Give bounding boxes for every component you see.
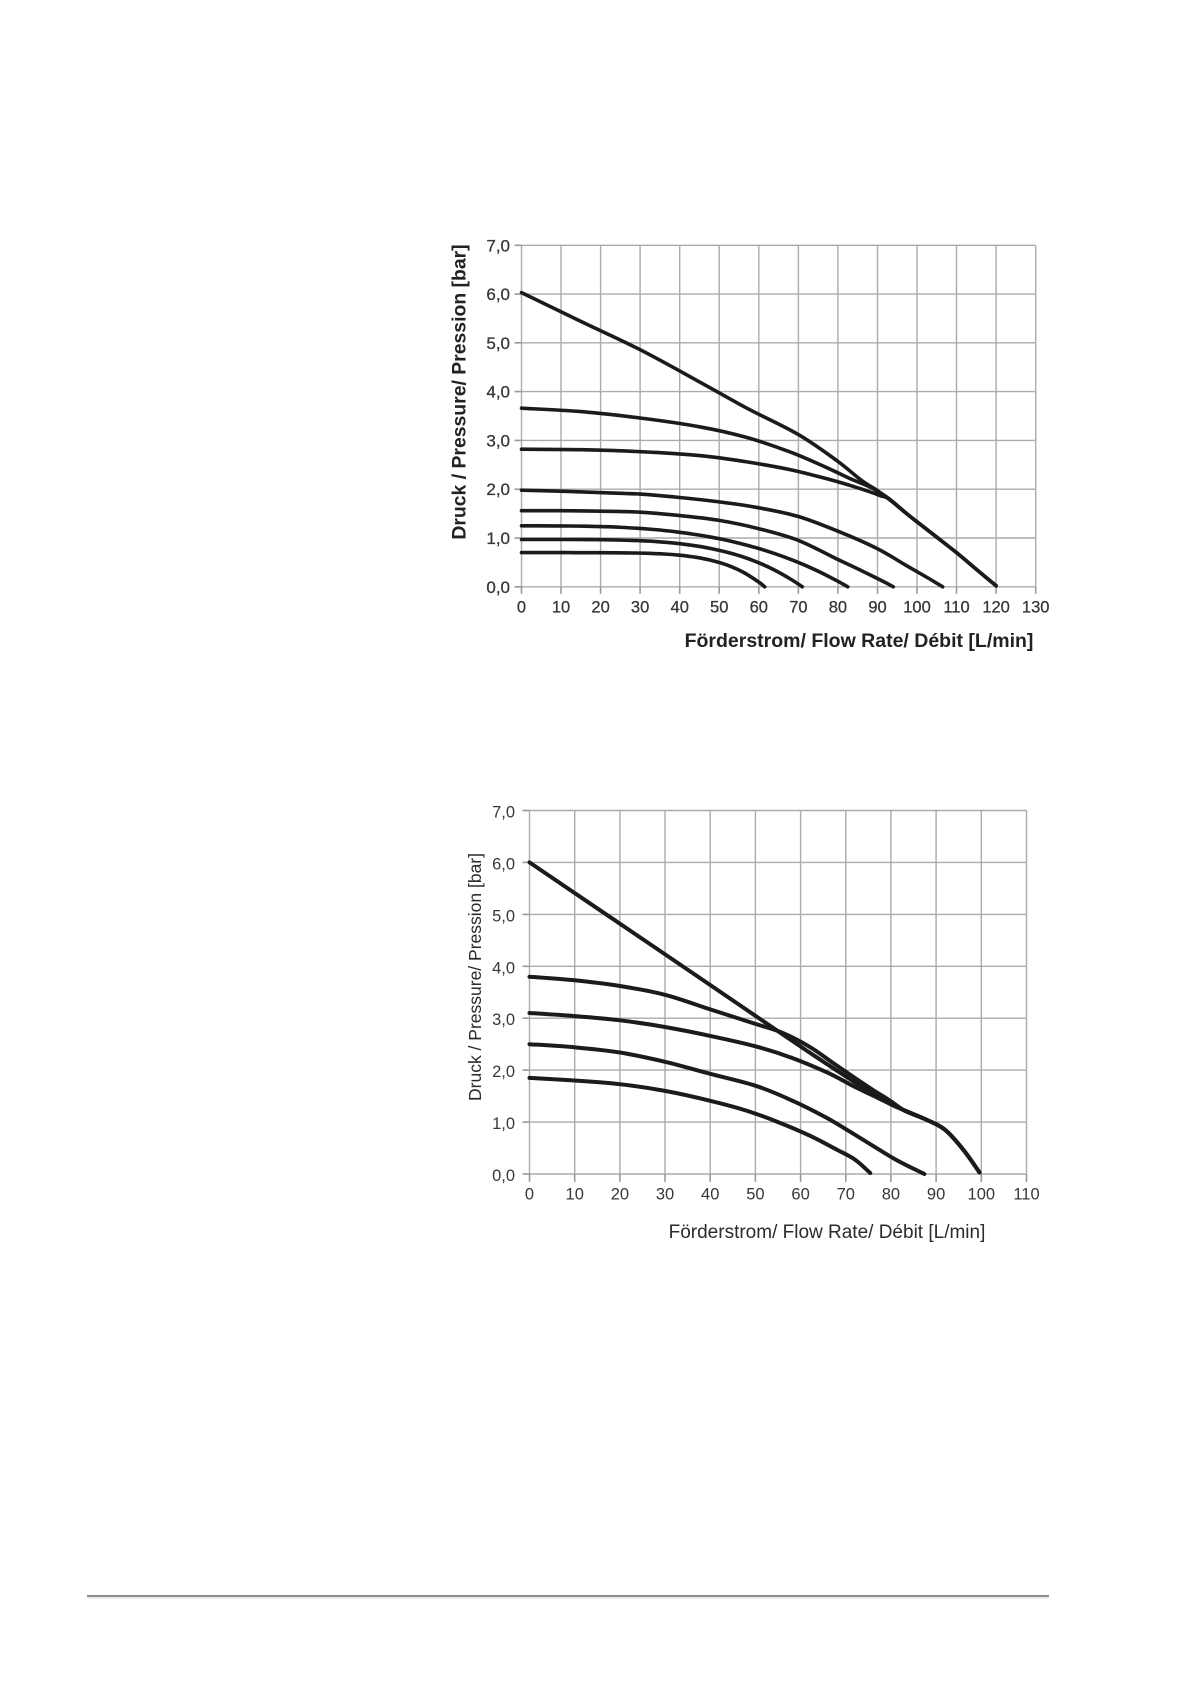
svg-text:30: 30: [631, 599, 649, 617]
svg-text:20: 20: [611, 1186, 629, 1204]
svg-text:20: 20: [591, 599, 609, 617]
svg-text:80: 80: [882, 1186, 900, 1204]
svg-text:2,0: 2,0: [486, 480, 510, 499]
svg-text:90: 90: [927, 1186, 945, 1204]
svg-text:0,0: 0,0: [492, 1167, 515, 1185]
svg-text:7,0: 7,0: [486, 236, 510, 255]
svg-text:0: 0: [525, 1186, 534, 1204]
svg-text:3,0: 3,0: [486, 431, 510, 450]
svg-text:Druck / Pressure/ Pression [ba: Druck / Pressure/ Pression [bar]: [465, 853, 485, 1101]
svg-text:120: 120: [982, 599, 1010, 617]
svg-text:1,0: 1,0: [486, 529, 510, 548]
svg-text:0: 0: [517, 599, 526, 617]
svg-text:60: 60: [791, 1186, 809, 1204]
svg-text:70: 70: [837, 1186, 855, 1204]
svg-text:30: 30: [656, 1186, 674, 1204]
svg-text:0,0: 0,0: [486, 578, 510, 597]
svg-text:10: 10: [552, 599, 570, 617]
svg-text:Druck / Pressure/ Pression [ba: Druck / Pressure/ Pression [bar]: [449, 244, 471, 539]
svg-text:40: 40: [701, 1186, 719, 1204]
svg-text:50: 50: [746, 1186, 764, 1204]
svg-text:6,0: 6,0: [486, 285, 510, 304]
svg-text:1,0: 1,0: [492, 1115, 515, 1133]
svg-text:10: 10: [566, 1186, 584, 1204]
svg-text:90: 90: [868, 599, 886, 617]
svg-text:70: 70: [789, 599, 807, 617]
svg-text:40: 40: [671, 599, 689, 617]
svg-text:6,0: 6,0: [492, 855, 515, 873]
svg-text:5,0: 5,0: [486, 334, 510, 353]
svg-text:4,0: 4,0: [486, 383, 510, 402]
svg-text:Förderstrom/ Flow Rate/ Débit: Förderstrom/ Flow Rate/ Débit [L/min]: [685, 630, 1034, 652]
svg-text:Förderstrom/ Flow Rate/ Débit: Förderstrom/ Flow Rate/ Débit [L/min]: [669, 1222, 986, 1243]
svg-text:80: 80: [829, 599, 847, 617]
svg-text:3,0: 3,0: [492, 1011, 515, 1029]
svg-text:110: 110: [943, 599, 969, 617]
svg-text:50: 50: [710, 599, 728, 617]
svg-text:60: 60: [750, 599, 768, 617]
svg-text:5,0: 5,0: [492, 907, 515, 925]
svg-text:100: 100: [968, 1186, 996, 1204]
svg-text:2,0: 2,0: [492, 1063, 515, 1081]
svg-text:100: 100: [903, 599, 931, 617]
svg-text:7,0: 7,0: [492, 804, 515, 822]
svg-text:130: 130: [1022, 599, 1050, 617]
svg-text:4,0: 4,0: [492, 959, 515, 977]
svg-text:110: 110: [1013, 1186, 1039, 1204]
